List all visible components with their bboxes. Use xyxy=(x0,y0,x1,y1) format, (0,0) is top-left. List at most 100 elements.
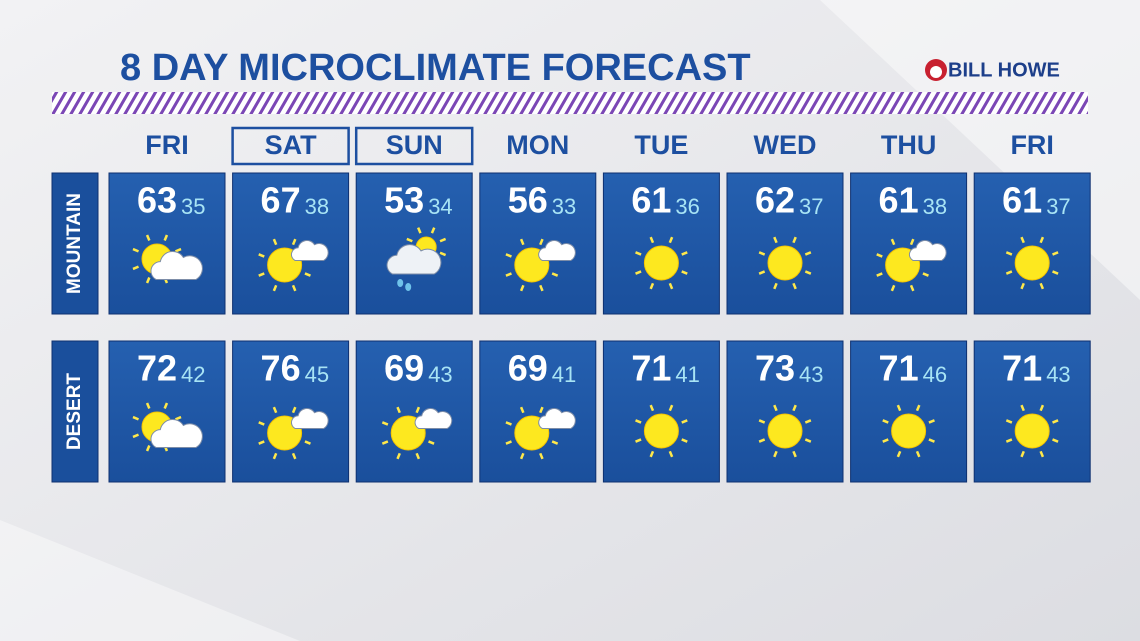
sun-ray xyxy=(539,284,544,292)
sun-ray xyxy=(258,253,265,258)
sun-ray xyxy=(1005,251,1013,256)
sun-ray xyxy=(163,402,169,410)
low-temp: 34 xyxy=(428,194,452,219)
sun-ray xyxy=(304,440,311,445)
sun xyxy=(767,413,803,449)
low-temp: 46 xyxy=(923,362,947,387)
sun-ray xyxy=(291,238,297,246)
sun-ray xyxy=(258,440,265,445)
rain-drop xyxy=(397,279,404,287)
high-temp: 56 xyxy=(508,180,548,221)
sun-ray xyxy=(381,440,389,445)
sun-ray xyxy=(1020,404,1025,412)
low-temp: 33 xyxy=(552,194,576,219)
low-temp: 41 xyxy=(552,362,576,387)
sun-ray xyxy=(415,452,421,460)
sun-ray xyxy=(174,247,182,253)
sponsor: BILL HOWE xyxy=(948,59,1060,81)
sun-ray xyxy=(163,234,169,242)
sun-ray xyxy=(792,450,797,458)
sun-ray xyxy=(430,227,436,234)
high-temp: 61 xyxy=(631,180,671,221)
sun-ray xyxy=(1052,270,1059,275)
sun-ray xyxy=(758,438,766,443)
forecast-cell xyxy=(108,172,226,315)
sun-ray xyxy=(1005,438,1013,443)
sun-ray xyxy=(668,404,674,412)
sun-ray xyxy=(635,438,642,443)
sun-ray xyxy=(132,247,140,253)
sun-ray xyxy=(396,406,401,414)
sun-ray xyxy=(896,404,902,412)
sun-ray xyxy=(909,284,915,292)
sun xyxy=(1014,245,1050,281)
forecast-cell xyxy=(850,172,968,315)
forecast-cell xyxy=(232,340,350,483)
low-temp: 43 xyxy=(1046,362,1070,387)
sun-ray xyxy=(635,251,642,256)
sun xyxy=(643,245,679,281)
low-temp: 35 xyxy=(181,194,205,219)
weather-icon xyxy=(505,406,576,460)
sun-ray xyxy=(758,251,766,256)
sun-ray xyxy=(649,450,655,458)
day-label: WED xyxy=(754,130,817,160)
sun-ray xyxy=(417,227,422,234)
day-label: FRI xyxy=(1010,130,1054,160)
cloud xyxy=(150,418,203,448)
region-label-box xyxy=(51,172,99,315)
forecast-cell xyxy=(355,172,473,315)
sun-ray xyxy=(882,438,889,443)
sponsor-logo xyxy=(930,66,942,78)
day-highlight xyxy=(231,126,350,166)
sun-ray xyxy=(519,238,525,246)
weather-icon xyxy=(1005,236,1059,290)
sun-ray xyxy=(291,452,297,460)
sun-ray xyxy=(758,270,766,275)
sun-ray xyxy=(539,406,544,414)
sun-ray xyxy=(1052,419,1059,424)
sun-ray xyxy=(258,272,265,277)
sun-ray xyxy=(1039,450,1045,458)
forecast-cell xyxy=(479,172,597,315)
sun-ray xyxy=(1039,282,1045,290)
sun-ray xyxy=(272,406,278,414)
sun-ray xyxy=(1039,404,1045,412)
sun-ray xyxy=(145,402,151,410)
sun-ray xyxy=(539,238,544,246)
sun-ray xyxy=(1020,450,1025,458)
sun-ray xyxy=(681,270,688,275)
weather-icon xyxy=(258,238,329,292)
sun-ray xyxy=(1020,282,1025,290)
region-label: MOUNTAIN xyxy=(64,193,85,294)
sun-ray xyxy=(668,450,674,458)
sun-ray xyxy=(519,452,525,460)
sun-ray xyxy=(1052,438,1059,443)
sun-ray xyxy=(132,265,140,271)
sun-ray xyxy=(1005,270,1013,275)
sun-ray xyxy=(792,404,797,412)
sun-ray xyxy=(758,419,766,424)
weather-icon xyxy=(635,236,688,290)
high-temp: 71 xyxy=(1002,348,1042,389)
sun-ray xyxy=(519,406,525,414)
low-temp: 42 xyxy=(181,362,205,387)
low-temp: 45 xyxy=(305,362,329,387)
high-temp: 67 xyxy=(261,180,301,221)
low-temp: 38 xyxy=(923,194,947,219)
day-label: SUN xyxy=(386,130,443,160)
forecast-cell xyxy=(232,172,350,315)
sun-ray xyxy=(505,253,512,258)
high-temp: 61 xyxy=(879,180,919,221)
sun-ray xyxy=(291,284,297,292)
cloud xyxy=(386,244,442,275)
sun xyxy=(891,413,927,449)
sun-ray xyxy=(505,440,512,445)
weather-icon xyxy=(132,234,203,284)
sun-ray xyxy=(428,440,435,445)
sun-ray xyxy=(258,421,265,426)
sun-ray xyxy=(396,452,401,460)
forecast-cell xyxy=(726,340,844,483)
